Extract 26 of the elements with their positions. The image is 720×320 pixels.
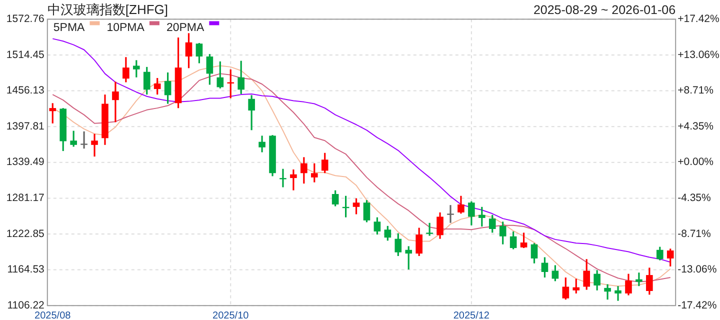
y-tick-label: 1281.17 [6,192,45,204]
x-tick-label: 2025/08 [34,310,72,320]
y2-tick-label: +4.35% [678,120,714,132]
y-tick-label: 1514.45 [6,48,45,61]
chart-subtitle: 2025-08-29 ~ 2026-01-06 [533,3,676,17]
legend-label: 5PMA [53,22,86,34]
legend-label: 20PMA [166,22,204,34]
y-tick-label: 1456.13 [6,84,45,97]
x-tick-label: 2025/12 [453,310,490,320]
y2-tick-label: -8.71% [678,228,711,240]
y-tick-label: 1397.81 [6,120,45,132]
x-tick-label: 2025/10 [212,310,250,320]
chart-title: 中汉玻璃指数[ZHFG] [47,2,168,17]
y2-tick-label: +13.06% [678,48,720,61]
y2-tick-label: +17.42% [678,12,720,25]
y-tick-label: 1164.53 [7,264,45,276]
y2-tick-label: -13.06% [678,264,717,276]
legend-label: 10PMA [106,22,145,34]
y-tick-label: 1106.22 [7,299,45,312]
y2-tick-label: -4.35% [678,192,711,204]
y-tick-label: 1339.49 [6,156,45,168]
y2-tick-label: +8.71% [678,84,714,97]
y2-tick-label: -17.42% [678,299,717,312]
y2-tick-label: +0.00% [678,156,714,168]
y-tick-label: 1222.85 [6,228,45,240]
y-tick-label: 1572.76 [6,12,45,25]
